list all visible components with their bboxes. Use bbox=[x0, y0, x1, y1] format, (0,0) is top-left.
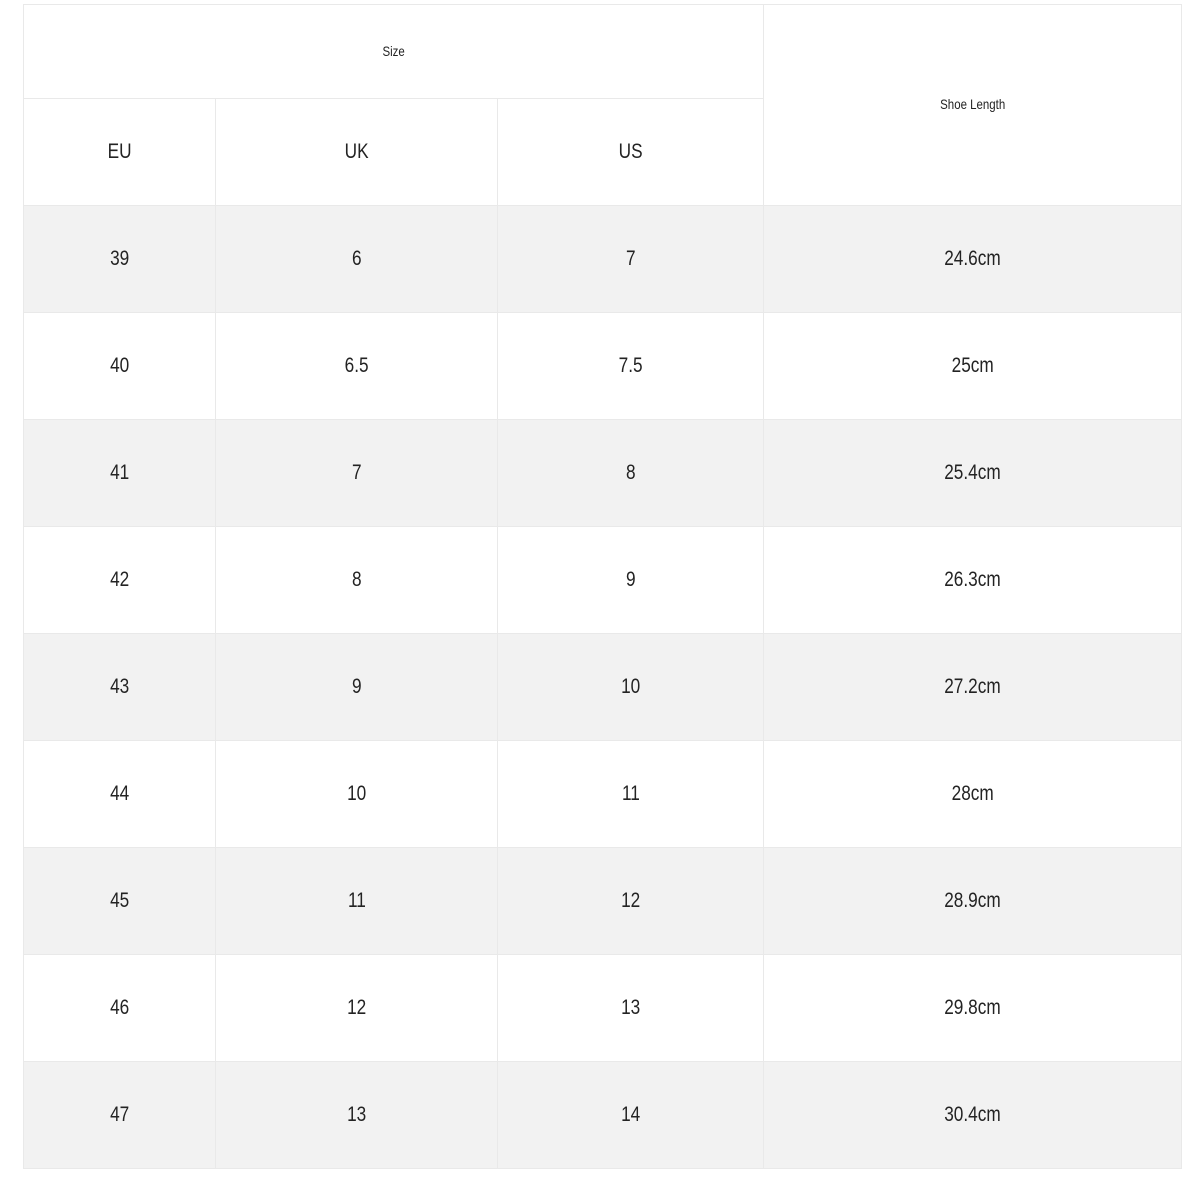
us-size-value: 9 bbox=[625, 568, 636, 591]
table-row: 46 12 13 29.8cm bbox=[23, 954, 1183, 1062]
size-group-label: Size bbox=[382, 42, 405, 59]
us-size-cell: 8 bbox=[496, 419, 765, 527]
eu-size-cell: 46 bbox=[23, 954, 216, 1062]
uk-size-cell: 11 bbox=[215, 847, 498, 955]
table-row: 39 6 7 24.6cm bbox=[23, 205, 1183, 313]
us-size-cell: 7.5 bbox=[496, 312, 765, 420]
table-row: 43 9 10 27.2cm bbox=[23, 633, 1183, 741]
shoe-length-cell: 27.2cm bbox=[763, 633, 1183, 741]
uk-size-value: 12 bbox=[346, 996, 367, 1019]
us-size-cell: 12 bbox=[496, 847, 765, 955]
table-row: 42 8 9 26.3cm bbox=[23, 526, 1183, 634]
shoe-length-value: 24.6cm bbox=[944, 247, 1001, 270]
us-size-value: 11 bbox=[621, 782, 640, 805]
us-column-label: US bbox=[618, 140, 643, 163]
shoe-length-value: 25.4cm bbox=[944, 461, 1001, 484]
uk-size-cell: 12 bbox=[215, 954, 498, 1062]
shoe-length-value: 27.2cm bbox=[944, 675, 1001, 698]
eu-size-cell: 42 bbox=[23, 526, 216, 634]
shoe-length-value: 25cm bbox=[951, 354, 994, 377]
us-size-value: 7.5 bbox=[618, 354, 643, 377]
uk-size-value: 10 bbox=[346, 782, 367, 805]
eu-size-value: 47 bbox=[109, 1103, 130, 1126]
shoe-length-header-cell: Shoe Length bbox=[763, 4, 1183, 206]
shoe-length-value: 28.9cm bbox=[944, 889, 1001, 912]
us-size-value: 10 bbox=[620, 675, 641, 698]
us-size-value: 13 bbox=[620, 996, 641, 1019]
uk-size-value: 7 bbox=[351, 461, 362, 484]
us-size-cell: 7 bbox=[496, 205, 765, 313]
size-group-header-cell: Size bbox=[22, 4, 765, 99]
uk-column-label: UK bbox=[344, 140, 369, 163]
eu-size-cell: 44 bbox=[23, 740, 216, 848]
shoe-length-value: 28cm bbox=[951, 782, 994, 805]
eu-size-cell: 39 bbox=[23, 205, 216, 313]
shoe-length-cell: 26.3cm bbox=[763, 526, 1183, 634]
shoe-length-cell: 24.6cm bbox=[763, 205, 1183, 313]
eu-size-value: 39 bbox=[109, 247, 130, 270]
us-column-header-cell: US bbox=[496, 98, 765, 206]
eu-size-cell: 45 bbox=[23, 847, 216, 955]
uk-size-value: 6.5 bbox=[344, 354, 369, 377]
shoe-length-value: 29.8cm bbox=[944, 996, 1001, 1019]
eu-size-value: 42 bbox=[109, 568, 130, 591]
eu-column-label: EU bbox=[107, 140, 132, 163]
table-row: 40 6.5 7.5 25cm bbox=[23, 312, 1183, 420]
us-size-cell: 13 bbox=[496, 954, 765, 1062]
us-size-value: 12 bbox=[620, 889, 641, 912]
table-row: 47 13 14 30.4cm bbox=[23, 1061, 1183, 1169]
uk-size-value: 8 bbox=[351, 568, 362, 591]
eu-size-cell: 47 bbox=[23, 1061, 216, 1169]
uk-size-cell: 13 bbox=[215, 1061, 498, 1169]
shoe-length-label: Shoe Length bbox=[939, 96, 1006, 112]
table-row: 44 10 11 28cm bbox=[23, 740, 1183, 848]
eu-size-value: 41 bbox=[109, 461, 130, 484]
uk-size-cell: 6.5 bbox=[215, 312, 498, 420]
eu-size-cell: 43 bbox=[23, 633, 216, 741]
us-size-value: 8 bbox=[625, 461, 636, 484]
uk-size-value: 13 bbox=[346, 1103, 367, 1126]
us-size-cell: 9 bbox=[496, 526, 765, 634]
us-size-cell: 14 bbox=[496, 1061, 765, 1169]
uk-size-cell: 6 bbox=[215, 205, 498, 313]
uk-size-cell: 10 bbox=[215, 740, 498, 848]
eu-column-header-cell: EU bbox=[23, 98, 216, 206]
table-group-header-row: Size Shoe Length bbox=[22, 4, 1183, 206]
uk-size-value: 11 bbox=[347, 889, 366, 912]
table-column-header-row: EU UK US bbox=[23, 98, 1182, 206]
shoe-length-cell: 25cm bbox=[763, 312, 1183, 420]
eu-size-value: 46 bbox=[109, 996, 130, 1019]
eu-size-value: 44 bbox=[109, 782, 130, 805]
uk-size-cell: 7 bbox=[215, 419, 498, 527]
shoe-length-cell: 28cm bbox=[763, 740, 1183, 848]
shoe-length-cell: 28.9cm bbox=[763, 847, 1183, 955]
shoe-length-cell: 25.4cm bbox=[763, 419, 1183, 527]
uk-size-value: 6 bbox=[351, 247, 362, 270]
shoe-length-value: 26.3cm bbox=[944, 568, 1001, 591]
eu-size-value: 43 bbox=[109, 675, 130, 698]
us-size-cell: 10 bbox=[496, 633, 765, 741]
shoe-length-value: 30.4cm bbox=[944, 1103, 1001, 1126]
us-size-value: 7 bbox=[625, 247, 636, 270]
shoe-length-cell: 30.4cm bbox=[763, 1061, 1183, 1169]
us-size-cell: 11 bbox=[496, 740, 765, 848]
eu-size-value: 40 bbox=[109, 354, 130, 377]
shoe-size-table: Size Shoe Length EU UK US 39 6 bbox=[22, 4, 1183, 1169]
eu-size-cell: 40 bbox=[23, 312, 216, 420]
eu-size-value: 45 bbox=[109, 889, 130, 912]
shoe-length-cell: 29.8cm bbox=[763, 954, 1183, 1062]
uk-size-value: 9 bbox=[351, 675, 362, 698]
us-size-value: 14 bbox=[620, 1103, 641, 1126]
uk-size-cell: 8 bbox=[215, 526, 498, 634]
uk-column-header-cell: UK bbox=[215, 98, 498, 206]
eu-size-cell: 41 bbox=[23, 419, 216, 527]
table-row: 41 7 8 25.4cm bbox=[23, 419, 1183, 527]
table-row: 45 11 12 28.9cm bbox=[23, 847, 1183, 955]
uk-size-cell: 9 bbox=[215, 633, 498, 741]
